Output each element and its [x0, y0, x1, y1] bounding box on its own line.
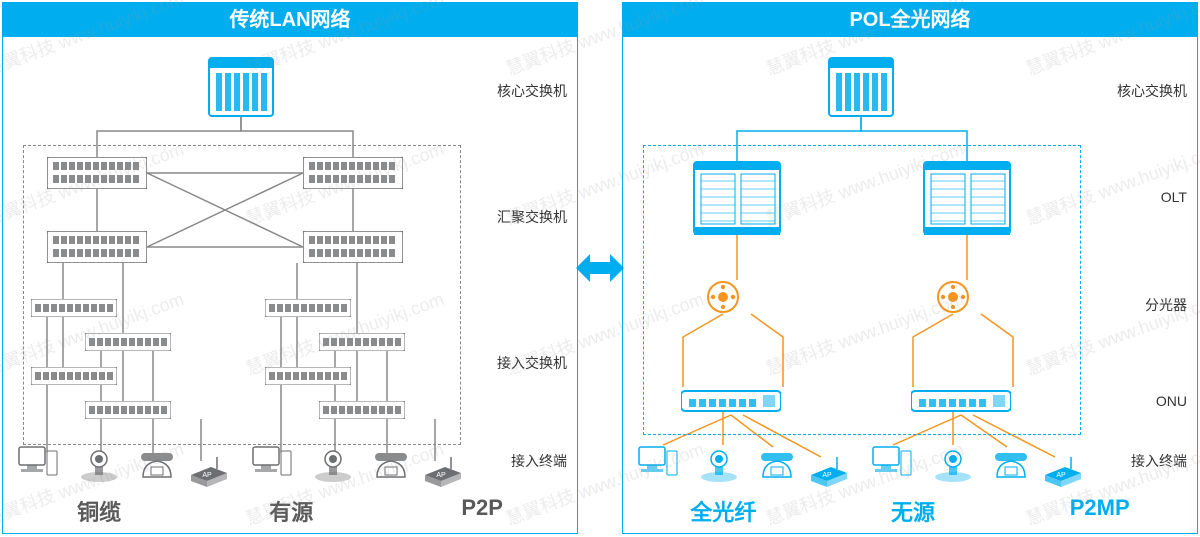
svg-text:AP: AP [1056, 472, 1066, 479]
panel-title-right: POL全光网络 [623, 3, 1197, 37]
terminal-camera-icon [697, 449, 741, 485]
label-copper: 铜缆 [77, 495, 121, 527]
agg-switch-icon [303, 231, 403, 263]
label-core-switch: 核心交换机 [497, 81, 567, 101]
access-switch-icon [319, 401, 405, 419]
terminal-pc-icon [637, 445, 681, 481]
terminal-phone-icon [755, 447, 799, 483]
terminal-ap-icon: AP [187, 455, 231, 491]
access-switch-icon [85, 401, 171, 419]
splitter-icon [706, 280, 740, 314]
label-passive: 无源 [891, 495, 935, 527]
terminal-ap-icon: AP [1041, 455, 1085, 491]
olt-icon [923, 161, 1011, 235]
terminal-camera-icon [77, 449, 121, 485]
agg-switch-icon [303, 157, 403, 189]
panel-traditional-lan: 传统LAN网络 核心交换机 汇聚交换机 接入交换机 接入终端 铜缆 有源 P2P… [2, 2, 578, 534]
terminal-pc-icon [17, 445, 61, 481]
label-p2p: P2P [461, 495, 503, 527]
label-terminal: 接入终端 [511, 451, 567, 471]
label-p2mp: P2MP [1070, 495, 1130, 527]
label-fiber: 全光纤 [690, 495, 756, 527]
access-switch-icon [31, 299, 117, 317]
access-switch-icon [319, 333, 405, 351]
onu-icon [911, 387, 1011, 415]
dashed-box-left [23, 145, 461, 445]
label-active: 有源 [269, 495, 313, 527]
olt-icon [693, 161, 781, 235]
terminal-pc-icon [251, 445, 295, 481]
terminal-phone-icon [135, 447, 179, 483]
bottom-labels-right: 全光纤 无源 P2MP [623, 495, 1197, 527]
label-olt: OLT [1161, 189, 1187, 205]
panel-title-left: 传统LAN网络 [3, 3, 577, 37]
terminal-phone-icon [989, 447, 1033, 483]
svg-text:AP: AP [822, 472, 832, 479]
svg-text:AP: AP [202, 472, 212, 479]
terminal-ap-icon: AP [421, 455, 465, 491]
terminal-camera-icon [311, 449, 355, 485]
core-switch-icon [208, 57, 274, 117]
label-access-switch: 接入交换机 [497, 353, 567, 373]
label-onu: ONU [1156, 393, 1187, 409]
svg-text:AP: AP [436, 472, 446, 479]
label-splitter: 分光器 [1145, 295, 1187, 315]
onu-icon [681, 387, 781, 415]
access-switch-icon [31, 367, 117, 385]
access-switch-icon [265, 299, 351, 317]
label-core-switch-r: 核心交换机 [1117, 81, 1187, 101]
terminal-pc-icon [871, 445, 915, 481]
terminal-camera-icon [931, 449, 975, 485]
access-switch-icon [265, 367, 351, 385]
panel-body-left: 核心交换机 汇聚交换机 接入交换机 接入终端 铜缆 有源 P2P AP AP [3, 37, 577, 533]
double-arrow-icon [576, 250, 624, 286]
access-switch-icon [85, 333, 171, 351]
splitter-icon [936, 280, 970, 314]
panel-pol-network: POL全光网络 核心交换机 OLT 分光器 ONU 接入终端 全光纤 无源 P2… [622, 2, 1198, 534]
agg-switch-icon [47, 231, 147, 263]
terminal-ap-icon: AP [807, 455, 851, 491]
terminal-phone-icon [369, 447, 413, 483]
panel-body-right: 核心交换机 OLT 分光器 ONU 接入终端 全光纤 无源 P2MP AP AP [623, 37, 1197, 533]
agg-switch-icon [47, 157, 147, 189]
bottom-labels-left: 铜缆 有源 P2P [3, 495, 577, 527]
core-switch-icon [828, 57, 894, 117]
label-terminal-r: 接入终端 [1131, 451, 1187, 471]
label-agg-switch: 汇聚交换机 [497, 207, 567, 227]
